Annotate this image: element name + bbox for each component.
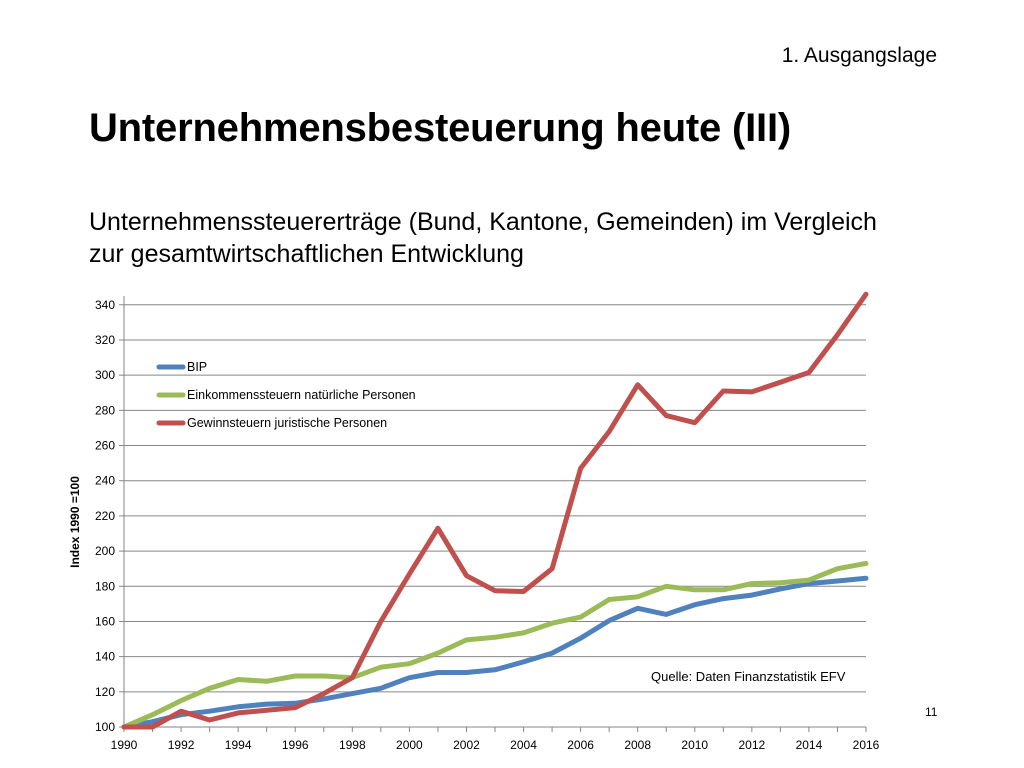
series-lines [121, 291, 869, 730]
axes: 100 120 140 160 180 200 220 240 260 280 300 320 340 1… [95, 296, 880, 752]
x-tick-label: 2008 [624, 738, 651, 752]
y-tick-label: 320 [95, 333, 115, 347]
x-tick-label: 2012 [738, 738, 765, 752]
legend-label: Einkommenssteuern natürliche Personen [187, 388, 416, 402]
y-axis-label: Index 1990 =100 [68, 476, 82, 568]
y-tick-label: 300 [95, 368, 115, 382]
x-tick-label: 2006 [567, 738, 594, 752]
y-tick-label: 240 [95, 474, 115, 488]
x-tick-label: 2010 [681, 738, 708, 752]
x-tick-label: 1996 [282, 738, 309, 752]
y-tick-label: 120 [95, 685, 115, 699]
x-tick-label: 1994 [225, 738, 252, 752]
y-tick-label: 100 [95, 720, 115, 734]
legend-label: Gewinnsteuern juristische Personen [187, 416, 387, 430]
slide-title: Unternehmensbesteuerung heute (III) [89, 106, 791, 150]
x-tick-label: 1990 [111, 738, 138, 752]
x-tick-label: 2014 [796, 738, 823, 752]
x-tick-label: 2016 [853, 738, 880, 752]
series-line-2 [121, 560, 869, 730]
x-tick-label: 2004 [510, 738, 537, 752]
x-tick-label: 2002 [453, 738, 480, 752]
y-tick-label: 280 [95, 403, 115, 417]
legend-label: BIP [187, 360, 207, 374]
legend: BIP Einkommenssteuern natürliche Personen… [156, 360, 416, 430]
source-note: Quelle: Daten Finanzstatistik EFV [651, 669, 846, 684]
y-tick-label: 340 [95, 298, 115, 312]
x-tick-label: 2000 [396, 738, 423, 752]
x-tick-label: 1992 [168, 738, 195, 752]
y-tick-label: 180 [95, 579, 115, 593]
x-tick-label: 1998 [339, 738, 366, 752]
page-number: 11 [925, 705, 938, 719]
y-tick-label: 140 [95, 650, 115, 664]
series-line-1 [121, 575, 869, 730]
y-tick-label: 220 [95, 509, 115, 523]
series-line-3 [121, 291, 869, 730]
y-tick-label: 260 [95, 439, 115, 453]
y-tick-label: 200 [95, 544, 115, 558]
gridlines [124, 304, 866, 693]
section-label: 1. Ausgangslage [781, 44, 937, 67]
y-tick-label: 160 [95, 614, 115, 628]
slide-subtitle: Unternehmenssteuererträge (Bund, Kantone… [89, 208, 877, 268]
